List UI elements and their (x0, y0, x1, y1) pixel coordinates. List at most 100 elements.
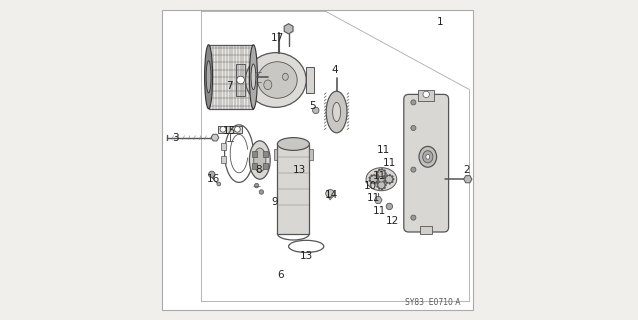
Circle shape (259, 190, 263, 194)
Circle shape (411, 125, 416, 131)
Circle shape (369, 177, 371, 179)
Bar (263, 151, 268, 157)
Text: 16: 16 (207, 174, 220, 184)
Circle shape (255, 183, 259, 188)
Circle shape (369, 180, 371, 181)
Circle shape (381, 168, 383, 170)
Bar (420, 226, 432, 234)
Circle shape (389, 174, 390, 176)
Text: 10: 10 (364, 180, 377, 191)
Circle shape (378, 176, 384, 182)
Circle shape (385, 175, 393, 183)
Text: 17: 17 (271, 33, 284, 44)
Circle shape (391, 181, 393, 183)
Circle shape (391, 176, 393, 178)
Text: 14: 14 (325, 190, 338, 200)
Circle shape (378, 188, 380, 189)
Ellipse shape (426, 155, 430, 159)
Circle shape (383, 175, 385, 177)
Circle shape (381, 180, 383, 182)
Ellipse shape (249, 45, 257, 109)
Text: 15: 15 (223, 126, 236, 136)
Bar (278, 144, 309, 234)
Circle shape (378, 169, 380, 171)
Circle shape (385, 184, 387, 186)
Circle shape (392, 178, 394, 180)
Ellipse shape (419, 147, 436, 167)
Text: 9: 9 (271, 196, 278, 207)
FancyBboxPatch shape (404, 94, 449, 232)
Circle shape (237, 76, 244, 84)
Circle shape (386, 182, 388, 184)
Ellipse shape (206, 61, 211, 93)
Bar (221, 156, 226, 163)
Text: 5: 5 (309, 100, 316, 111)
Circle shape (386, 175, 388, 177)
Circle shape (384, 180, 386, 181)
Circle shape (378, 180, 380, 182)
Circle shape (376, 171, 378, 173)
Ellipse shape (283, 73, 288, 80)
Circle shape (376, 174, 378, 176)
Circle shape (383, 181, 385, 183)
Ellipse shape (246, 52, 306, 108)
Bar (209, 45, 253, 109)
Text: 6: 6 (278, 270, 284, 280)
Circle shape (376, 183, 378, 185)
Circle shape (371, 175, 373, 177)
Circle shape (209, 171, 215, 178)
Circle shape (220, 126, 226, 132)
Circle shape (376, 176, 378, 178)
Circle shape (376, 186, 378, 188)
Text: 11: 11 (383, 158, 396, 168)
Ellipse shape (205, 45, 212, 109)
Circle shape (384, 177, 386, 179)
Circle shape (373, 174, 375, 176)
Circle shape (383, 170, 385, 172)
Ellipse shape (326, 189, 335, 197)
Text: 11: 11 (373, 206, 387, 216)
Bar (252, 151, 257, 157)
Bar (306, 67, 314, 93)
Bar (252, 163, 257, 169)
Bar (274, 149, 278, 160)
Ellipse shape (251, 64, 256, 90)
Ellipse shape (278, 138, 309, 150)
Ellipse shape (249, 141, 271, 179)
Bar (309, 149, 313, 160)
Circle shape (385, 172, 387, 174)
Bar (236, 64, 246, 96)
Text: 12: 12 (386, 216, 399, 226)
Text: 7: 7 (226, 81, 233, 92)
Ellipse shape (258, 62, 297, 98)
Ellipse shape (263, 80, 272, 90)
Circle shape (235, 126, 241, 132)
Ellipse shape (254, 148, 266, 172)
Circle shape (378, 176, 380, 178)
Circle shape (411, 100, 416, 105)
Polygon shape (328, 197, 332, 200)
Text: 13: 13 (300, 251, 313, 261)
Text: 13: 13 (293, 164, 306, 175)
Circle shape (423, 91, 429, 98)
Circle shape (389, 182, 390, 184)
Circle shape (381, 177, 383, 179)
Text: 4: 4 (332, 65, 338, 76)
Circle shape (313, 107, 319, 114)
Circle shape (377, 178, 379, 180)
Ellipse shape (326, 91, 347, 133)
Circle shape (381, 188, 383, 190)
Circle shape (383, 187, 385, 189)
Bar (218, 126, 242, 133)
Circle shape (376, 181, 378, 183)
Circle shape (378, 170, 385, 177)
Text: 11: 11 (373, 171, 387, 181)
Ellipse shape (423, 151, 433, 163)
Circle shape (370, 175, 378, 183)
Ellipse shape (366, 168, 397, 191)
Text: 2: 2 (463, 164, 470, 175)
Circle shape (373, 182, 375, 184)
Circle shape (378, 181, 385, 189)
Ellipse shape (332, 102, 341, 122)
Circle shape (386, 203, 392, 210)
